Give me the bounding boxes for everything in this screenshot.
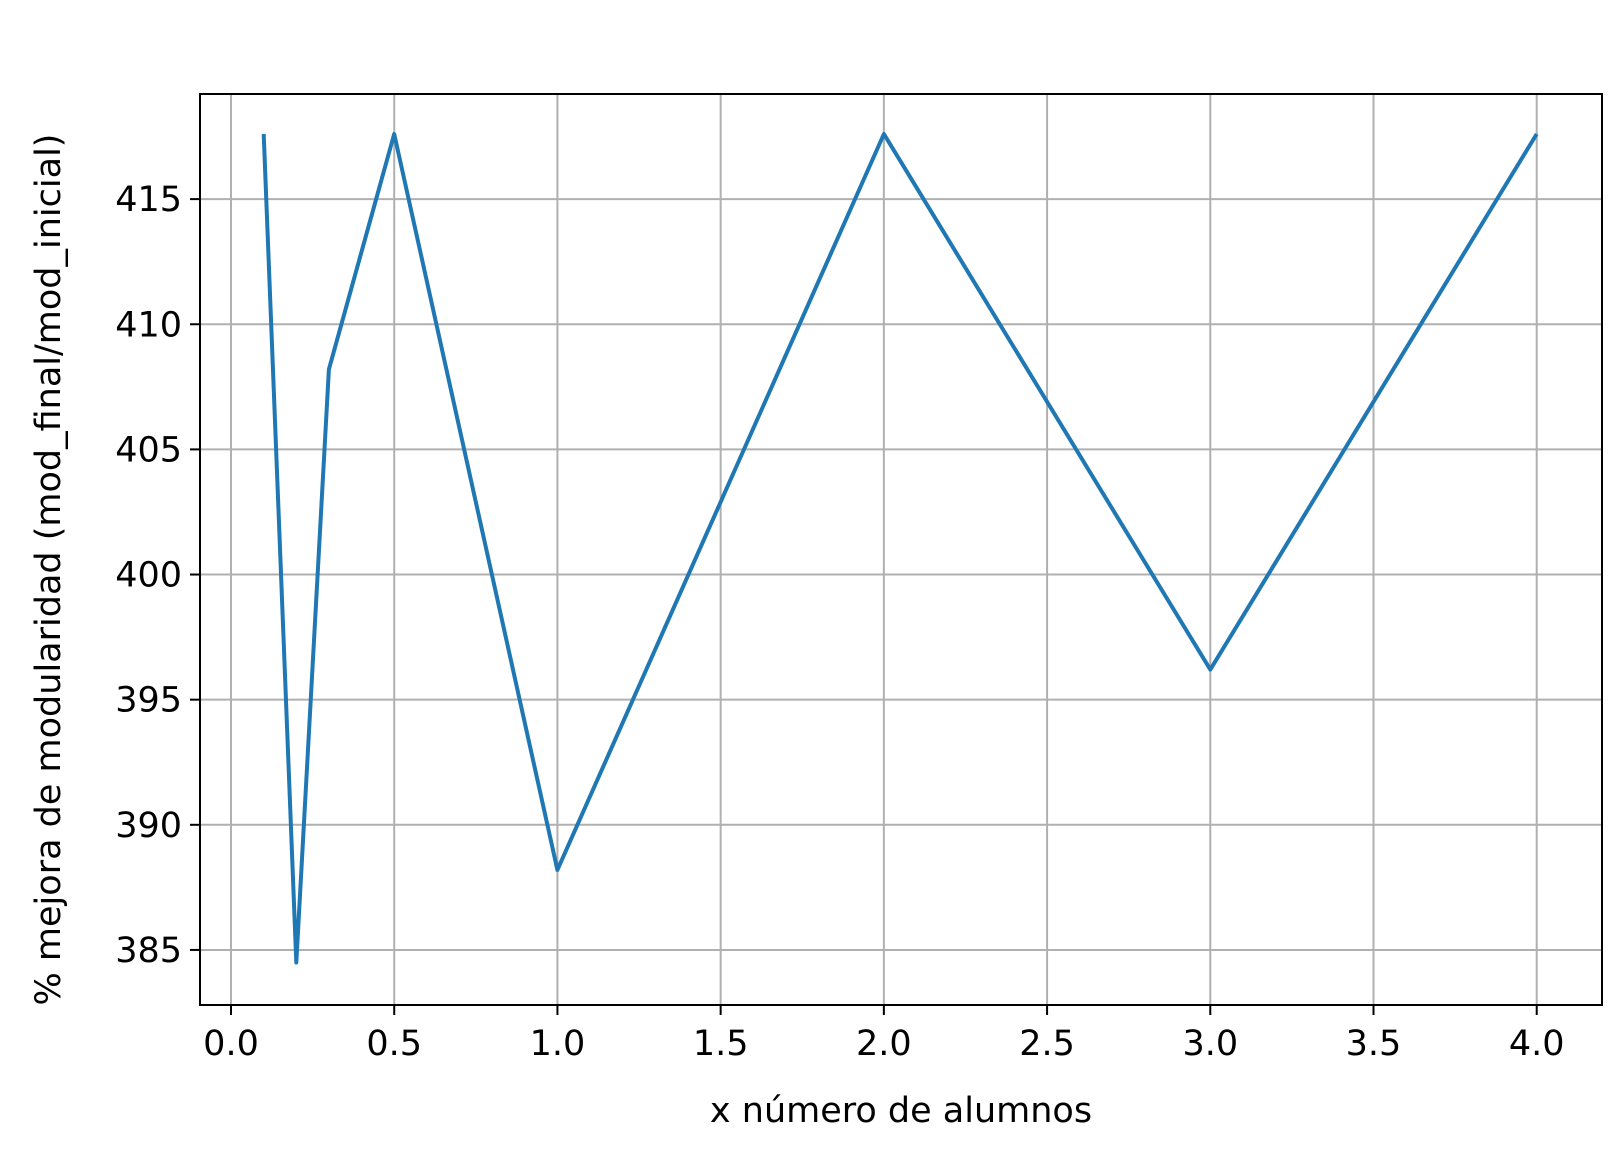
x-tick-label: 3.5 [1346,1024,1402,1064]
x-tick-label: 0.5 [366,1024,422,1064]
x-tick-label: 4.0 [1509,1024,1565,1064]
x-tick-label: 2.0 [856,1024,912,1064]
y-tick-label: 390 [115,806,182,846]
y-tick-label: 415 [115,180,182,220]
x-axis-label: x número de alumnos [710,1091,1092,1131]
y-tick-label: 385 [115,931,182,971]
grid [200,94,1602,1005]
x-tick-label: 2.5 [1019,1024,1075,1064]
y-tick-label: 410 [115,305,182,345]
x-tick-label: 0.0 [203,1024,259,1064]
series-layer [261,132,1539,965]
plot-frame [199,93,1603,1006]
x-tick-label: 1.0 [530,1024,586,1064]
y-tick-label: 400 [115,556,182,596]
y-tick-label: 405 [115,430,182,470]
x-tick-label: 3.0 [1182,1024,1238,1064]
ticks: 0.0 0.5 1.0 1.5 2.0 2.5 3.0 3.5 4.0 385 390 395 400 4… [115,180,1564,1064]
y-axis-label: % mejora de modularidad (mod_final/mod_i… [29,134,69,1006]
x-tick-label: 1.5 [693,1024,749,1064]
series-line [261,132,1539,965]
y-tick-label: 395 [115,681,182,721]
